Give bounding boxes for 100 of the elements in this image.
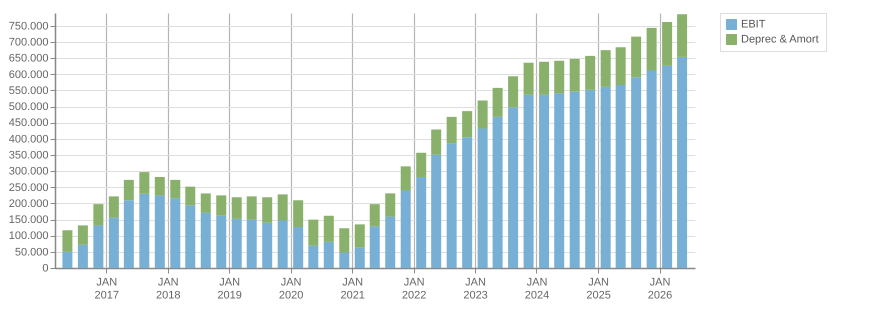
bar bbox=[570, 58, 580, 92]
bar bbox=[354, 248, 365, 268]
y-tick-label: 650.000 bbox=[8, 52, 48, 65]
y-tick-label: 450.000 bbox=[8, 117, 48, 130]
bar bbox=[200, 193, 211, 213]
bar bbox=[246, 220, 257, 268]
bar bbox=[324, 216, 334, 242]
bar bbox=[124, 200, 134, 268]
bar bbox=[462, 137, 472, 268]
bar bbox=[462, 111, 472, 138]
bar bbox=[170, 180, 180, 198]
bar bbox=[324, 242, 334, 268]
bar bbox=[478, 128, 488, 268]
x-tick-label: JAN 2017 bbox=[94, 276, 120, 302]
bar bbox=[385, 193, 396, 217]
y-tick-label: 550.000 bbox=[8, 84, 48, 97]
bar bbox=[370, 204, 380, 226]
y-tick-label: 750.000 bbox=[8, 20, 48, 32]
bar bbox=[616, 84, 626, 268]
bar bbox=[600, 50, 611, 87]
bar bbox=[400, 190, 411, 268]
bar bbox=[308, 220, 318, 246]
bar bbox=[677, 14, 688, 57]
x-tick-label: JAN 2025 bbox=[586, 276, 611, 302]
bar bbox=[139, 194, 150, 268]
bar bbox=[62, 230, 72, 252]
x-tick-label: JAN 2026 bbox=[648, 276, 672, 302]
bar bbox=[246, 196, 257, 220]
bar bbox=[216, 216, 226, 268]
bar bbox=[139, 172, 150, 194]
bar bbox=[170, 198, 180, 268]
bar bbox=[293, 200, 304, 228]
bar bbox=[154, 195, 165, 268]
bar bbox=[93, 204, 104, 226]
bar bbox=[124, 180, 134, 200]
y-tick-label: 500.000 bbox=[8, 101, 48, 114]
bar bbox=[108, 196, 119, 218]
bar bbox=[585, 56, 596, 90]
bar bbox=[262, 222, 272, 268]
bar bbox=[108, 218, 119, 268]
bar bbox=[185, 186, 196, 206]
bar bbox=[446, 116, 457, 144]
bar bbox=[278, 194, 288, 221]
x-tick-label: JAN 2021 bbox=[340, 276, 365, 302]
bar bbox=[416, 152, 426, 177]
bar bbox=[370, 226, 380, 268]
bar bbox=[646, 28, 657, 70]
bar bbox=[354, 224, 365, 248]
bar bbox=[339, 252, 350, 268]
bar bbox=[646, 70, 657, 268]
bar bbox=[662, 22, 672, 66]
y-tick-label: 600.000 bbox=[8, 68, 48, 81]
x-tick-label: JAN 2020 bbox=[278, 276, 304, 302]
bar bbox=[400, 166, 411, 191]
bar bbox=[492, 88, 503, 117]
bar bbox=[554, 60, 564, 94]
bar bbox=[154, 176, 165, 196]
bar bbox=[200, 212, 211, 268]
x-tick-label: JAN 2023 bbox=[463, 276, 488, 302]
y-tick-label: 700.000 bbox=[8, 36, 48, 49]
bar bbox=[339, 228, 350, 253]
x-tick-label: JAN 2024 bbox=[524, 276, 550, 302]
bar bbox=[631, 77, 642, 268]
bar bbox=[524, 94, 534, 268]
bar bbox=[78, 244, 88, 268]
bar bbox=[600, 86, 611, 268]
y-tick-label: 150.000 bbox=[8, 214, 48, 226]
bar bbox=[416, 176, 426, 268]
bar bbox=[616, 47, 626, 85]
x-tick-label: JAN 2018 bbox=[156, 276, 180, 302]
legend-label: EBIT bbox=[741, 18, 766, 30]
y-tick-label: 300.000 bbox=[8, 166, 48, 178]
bar bbox=[677, 56, 688, 268]
bar bbox=[431, 130, 442, 155]
y-tick-label: 100.000 bbox=[8, 230, 48, 242]
bar bbox=[232, 218, 242, 268]
bar bbox=[185, 205, 196, 268]
bar bbox=[524, 62, 534, 95]
bar bbox=[570, 92, 580, 268]
legend-label: Deprec & Amort bbox=[741, 34, 819, 46]
bar bbox=[478, 100, 488, 129]
bar bbox=[78, 225, 88, 245]
x-tick-label: JAN 2019 bbox=[217, 276, 242, 302]
bar bbox=[232, 197, 242, 219]
bar bbox=[216, 195, 226, 216]
x-tick-label: JAN 2022 bbox=[402, 276, 426, 302]
y-tick-label: 0 bbox=[42, 262, 48, 274]
y-tick-label: 50.000 bbox=[14, 246, 48, 258]
y-tick-label: 400.000 bbox=[8, 133, 48, 146]
bar bbox=[262, 197, 272, 223]
bar bbox=[508, 76, 518, 108]
bar bbox=[293, 227, 304, 268]
bar bbox=[508, 107, 518, 268]
bar bbox=[93, 225, 104, 268]
bar bbox=[385, 216, 396, 268]
y-tick-label: 350.000 bbox=[8, 150, 48, 162]
bar bbox=[662, 66, 672, 268]
bar bbox=[631, 36, 642, 78]
bar bbox=[585, 90, 596, 268]
bar bbox=[431, 154, 442, 268]
